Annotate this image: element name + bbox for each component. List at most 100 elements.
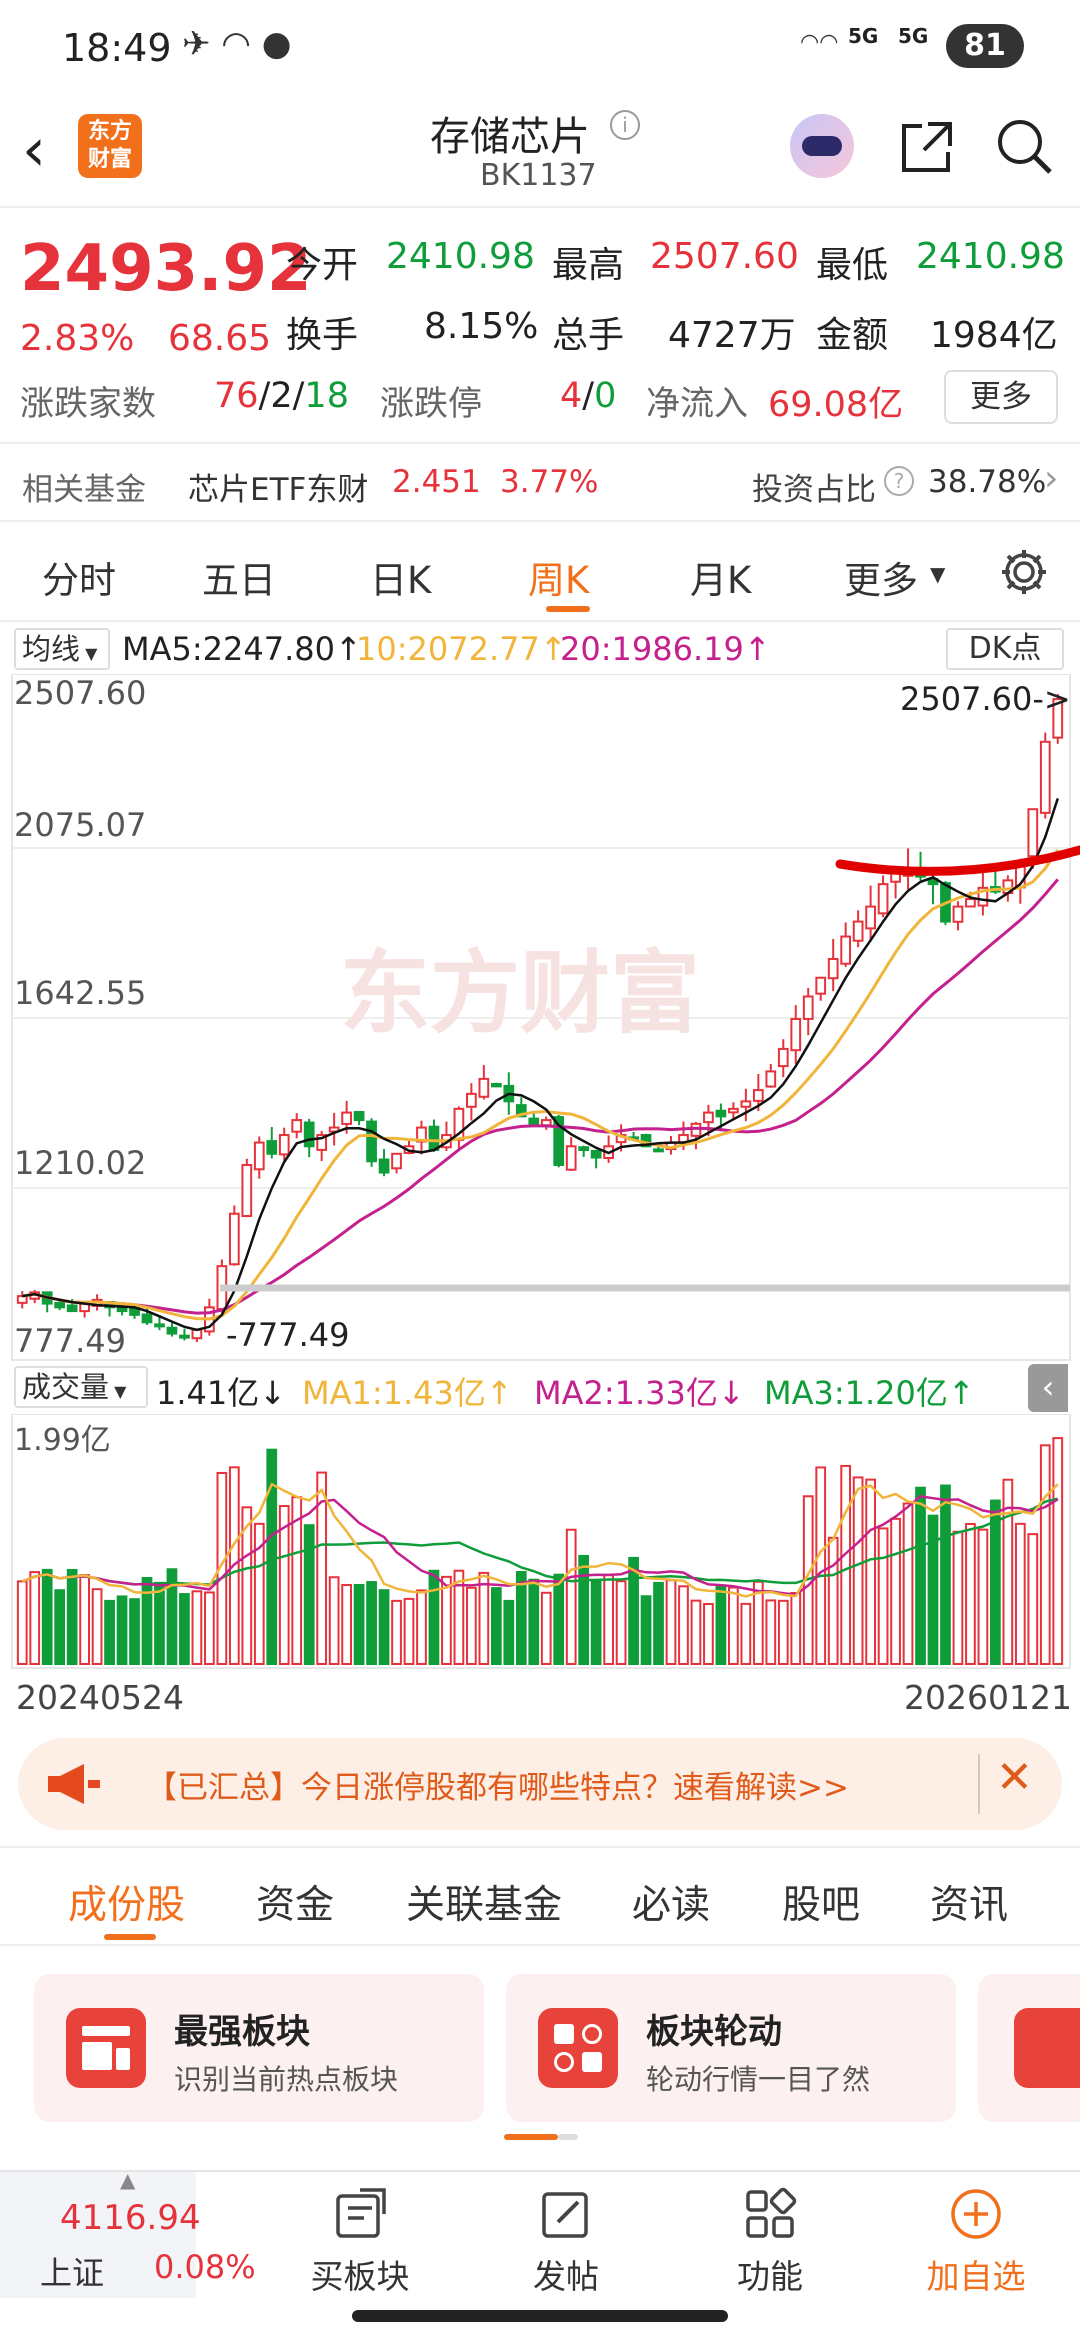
tab-intraday[interactable]: 分时 [42, 559, 116, 602]
volume-bar [628, 1556, 639, 1665]
candle-body [179, 1334, 190, 1339]
candle-body [528, 1117, 540, 1125]
volume-bar [191, 1590, 203, 1665]
candle-body [54, 1302, 66, 1309]
tab-funds-flow[interactable]: 资金 [256, 1883, 335, 1928]
volume-bar [91, 1588, 103, 1665]
volume-bar [665, 1579, 677, 1665]
candle-body [515, 1104, 527, 1118]
kline-chart[interactable]: 东方财富 2507.60 2075.07 1642.55 1210.02 777… [0, 674, 1080, 1362]
volume-bar [278, 1505, 290, 1665]
info-icon[interactable]: i [610, 110, 640, 140]
candle-body [752, 1089, 764, 1102]
ma-legend: 均线 ▼ MA5:2247.80↑ 10:2072.77↑ 20:1986.19… [0, 624, 1080, 674]
candle-body [840, 935, 852, 965]
ma10-value: 10:2072.77↑ [356, 630, 567, 668]
candle-body [478, 1077, 490, 1098]
tab-news[interactable]: 资讯 [930, 1883, 1009, 1928]
volume-bar [266, 1448, 278, 1665]
index-name: 上证 [40, 2254, 105, 2292]
settings-gear-icon[interactable] [998, 546, 1050, 598]
candle-body [266, 1140, 278, 1155]
candle-body [865, 905, 876, 930]
app-logo[interactable]: 东方 财富 [78, 114, 142, 178]
chevron-right-icon: › [1044, 458, 1059, 499]
share-icon[interactable] [898, 118, 956, 176]
ma20-line [21, 878, 1059, 1315]
low-value: 2410.98 [916, 236, 1065, 277]
volume-bar [840, 1464, 852, 1665]
candle-body [815, 976, 827, 995]
notice-banner[interactable]: 【已汇总】今日涨停股都有哪些特点？速看解读>> ✕ [18, 1738, 1062, 1830]
robot-avatar-icon[interactable] [790, 114, 854, 178]
candle-body [952, 905, 964, 923]
volume-bar [253, 1522, 265, 1666]
candle-body [466, 1092, 477, 1108]
volume-bar [1027, 1533, 1039, 1665]
y-label-3: 1642.55 [14, 974, 146, 1012]
search-icon[interactable] [994, 116, 1054, 176]
close-icon[interactable]: ✕ [996, 1752, 1033, 1803]
tab-weekly-k[interactable]: 周K [528, 559, 590, 602]
home-indicator[interactable] [352, 2310, 728, 2322]
post-button[interactable]: 发帖 [506, 2186, 626, 2298]
dk-point-button[interactable]: DK点 [946, 628, 1064, 670]
card-desc: 轮动行情一目了然 [646, 2063, 871, 2096]
volume-chart[interactable]: 1.99亿 [0, 1414, 1080, 1670]
volume-bar [403, 1597, 415, 1666]
low-label: 最低 [816, 245, 889, 286]
volume-bar [703, 1602, 714, 1665]
volume-bar [615, 1580, 627, 1666]
fund-label: 相关基金 [22, 472, 146, 508]
tab-must-read[interactable]: 必读 [632, 1883, 711, 1928]
related-fund-row[interactable]: 相关基金 芯片ETF东财 2.451 3.77% 投资占比 ? 38.78% › [0, 442, 1080, 522]
card-partial[interactable] [978, 1974, 1080, 2122]
index-ticker[interactable]: ▲ 4116.94 上证 0.08% [0, 2168, 256, 2298]
candle-body [590, 1149, 602, 1159]
volume-indicator-select[interactable]: 成交量 ▼ [14, 1366, 148, 1408]
tab-five-day[interactable]: 五日 [202, 559, 276, 602]
candle-body [353, 1111, 365, 1122]
candle-body [1039, 740, 1051, 814]
notice-text[interactable]: 【已汇总】今日涨停股都有哪些特点？速看解读>> [146, 1770, 849, 1806]
volume-bar [416, 1589, 427, 1665]
max-price-tag: 2507.60-> [900, 680, 1071, 718]
volume-bar [528, 1578, 540, 1665]
function-button[interactable]: 功能 [710, 2186, 830, 2298]
more-button[interactable]: 更多 [944, 370, 1058, 424]
collapse-panel-icon[interactable]: ‹ [1028, 1364, 1068, 1412]
tab-forum[interactable]: 股吧 [782, 1883, 861, 1928]
fund-name[interactable]: 芯片ETF东财 [188, 472, 369, 508]
edit-icon [542, 2192, 588, 2238]
buy-sector-button[interactable]: 买板块 [300, 2186, 420, 2298]
card-sector-rotation[interactable]: 板块轮动 轮动行情一目了然 [506, 1974, 956, 2122]
candles-group [16, 694, 1064, 1342]
back-icon[interactable]: ‹ [22, 115, 46, 185]
volume-bar [852, 1476, 864, 1666]
help-icon[interactable]: ? [884, 466, 914, 496]
tab-constituents[interactable]: 成份股 [68, 1883, 186, 1928]
volume-bar [154, 1581, 165, 1665]
indicator-select[interactable]: 均线 ▼ [14, 628, 110, 670]
candle-body [653, 1148, 664, 1153]
tab-daily-k[interactable]: 日K [370, 559, 432, 602]
open-value: 2410.98 [386, 236, 535, 277]
tab-more[interactable]: 更多 [844, 559, 918, 602]
card-strongest-sector[interactable]: 最强板块 识别当前热点板块 [34, 1974, 484, 2122]
card-desc: 识别当前热点板块 [174, 2063, 399, 2096]
hand-drawn-resistance-line [835, 845, 1080, 876]
volume-bar [341, 1584, 352, 1665]
ma10-line [21, 849, 1060, 1321]
tab-monthly-k[interactable]: 月K [690, 559, 752, 602]
sector-code: BK1137 [480, 158, 597, 193]
candle-body [852, 920, 864, 942]
add-watchlist-button[interactable]: 加自选 [916, 2186, 1036, 2298]
volume-bar [66, 1568, 78, 1665]
tab-related-funds[interactable]: 关联基金 [406, 1883, 563, 1928]
volume-bar [1052, 1437, 1064, 1666]
candle-body [965, 898, 976, 908]
turnover-value: 8.15% [424, 306, 539, 347]
carousel-indicator-rest [558, 2134, 578, 2140]
candle-body [391, 1152, 402, 1170]
period-tabs: 分时 五日 日K 周K 月K 更多 ▼ [0, 522, 1080, 622]
